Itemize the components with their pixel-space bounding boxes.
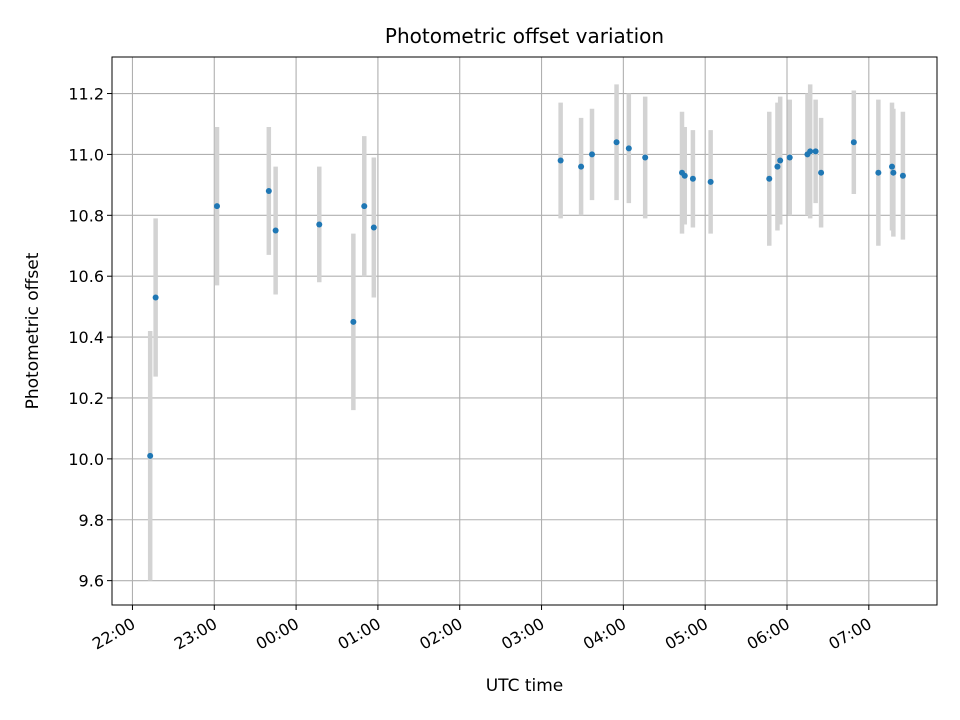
data-points — [147, 139, 906, 459]
grid — [112, 57, 937, 605]
data-point — [818, 169, 825, 176]
data-point — [766, 175, 773, 182]
chart-title: Photometric offset variation — [385, 24, 664, 48]
data-point — [316, 221, 323, 228]
y-tick-label: 10.0 — [68, 450, 104, 469]
data-point — [350, 318, 357, 325]
data-point — [812, 148, 819, 155]
y-tick-label: 11.0 — [68, 145, 104, 164]
data-point — [681, 172, 688, 179]
data-point — [774, 163, 781, 170]
y-axis: 9.6 9.8 10.0 10.2 10.4 10.6 10.8 11.0 11.2 — [68, 85, 112, 591]
data-point — [370, 224, 377, 231]
y-axis-title: Photometric offset — [23, 252, 43, 409]
data-point — [214, 203, 220, 210]
y-tick-label: 10.4 — [68, 328, 104, 347]
data-point — [899, 172, 906, 179]
data-point — [265, 187, 272, 194]
data-point — [642, 154, 649, 161]
data-point — [890, 169, 897, 176]
data-point — [625, 145, 632, 152]
data-point — [578, 163, 585, 170]
data-point — [147, 452, 154, 459]
plot-frame — [111, 56, 938, 606]
y-tick-label: 10.6 — [68, 267, 104, 286]
data-point — [875, 169, 882, 176]
data-point — [786, 154, 793, 161]
data-point — [807, 148, 814, 155]
data-point — [361, 203, 368, 210]
y-tick-label: 9.6 — [79, 572, 104, 591]
data-point — [707, 178, 714, 185]
data-point — [589, 151, 595, 158]
y-tick-label: 10.8 — [68, 206, 104, 225]
data-point — [777, 157, 784, 164]
data-point — [557, 157, 564, 164]
y-tick-label: 9.8 — [79, 511, 104, 530]
y-tick-label: 11.2 — [68, 85, 104, 104]
x-axis-title: UTC time — [486, 676, 564, 696]
y-tick-label: 10.2 — [68, 389, 104, 408]
data-point — [272, 227, 279, 234]
data-point — [152, 294, 159, 301]
data-point — [850, 139, 857, 146]
data-point — [689, 175, 696, 182]
data-point — [889, 163, 895, 170]
data-point — [613, 139, 620, 146]
